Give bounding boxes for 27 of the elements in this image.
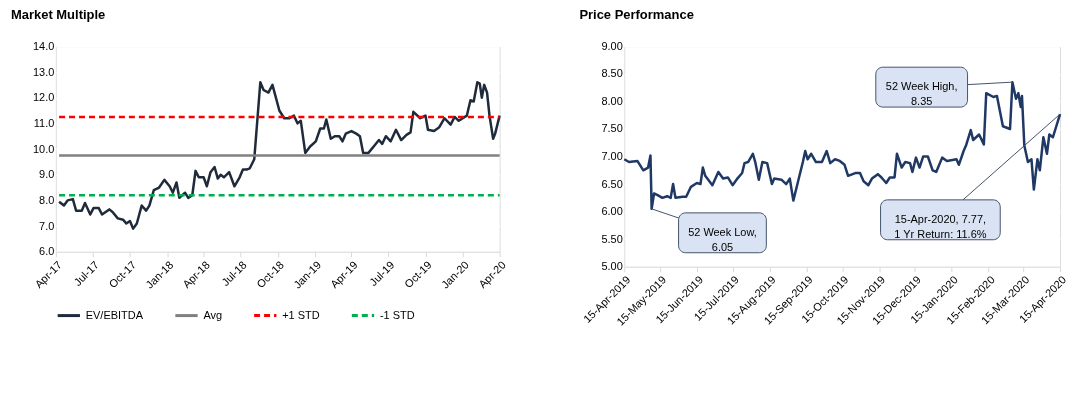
legend-label: EV/EBITDA	[85, 308, 144, 321]
annotation: 15-Apr-2020, 7.77, 1 Yr Return: 11.6%	[894, 212, 987, 240]
y-tick-label: 5.00	[601, 260, 623, 273]
annotation: 52 Week High, 8.35	[885, 80, 958, 108]
y-tick-label: 9.00	[601, 39, 623, 52]
y-tick-label: 14.0	[33, 39, 55, 52]
y-tick-label: 6.50	[601, 177, 623, 190]
legend-label: -1 STD	[379, 308, 415, 321]
annotation: 52 Week Low, 6.05	[688, 225, 757, 253]
y-tick-label: 12.0	[33, 91, 55, 104]
chart-title: Market Multiple	[10, 7, 106, 23]
y-tick-label: 6.00	[601, 205, 623, 218]
y-tick-label: 7.50	[601, 122, 623, 135]
legend-label: +1 STD	[282, 308, 320, 321]
legend-label: Avg	[203, 308, 223, 321]
y-tick-label: 9.0	[39, 168, 55, 181]
y-tick-label: 11.0	[33, 116, 55, 129]
y-tick-label: 5.50	[601, 232, 623, 245]
y-tick-label: 7.00	[601, 150, 623, 163]
chart-title: Price Performance	[579, 7, 694, 23]
y-tick-label: 8.0	[39, 193, 55, 206]
y-tick-label: 8.50	[601, 67, 623, 80]
y-tick-label: 13.0	[33, 65, 55, 78]
y-tick-label: 8.00	[601, 94, 623, 107]
y-tick-label: 7.0	[39, 219, 55, 232]
y-tick-label: 10.0	[33, 142, 55, 155]
y-tick-label: 6.0	[39, 245, 55, 258]
